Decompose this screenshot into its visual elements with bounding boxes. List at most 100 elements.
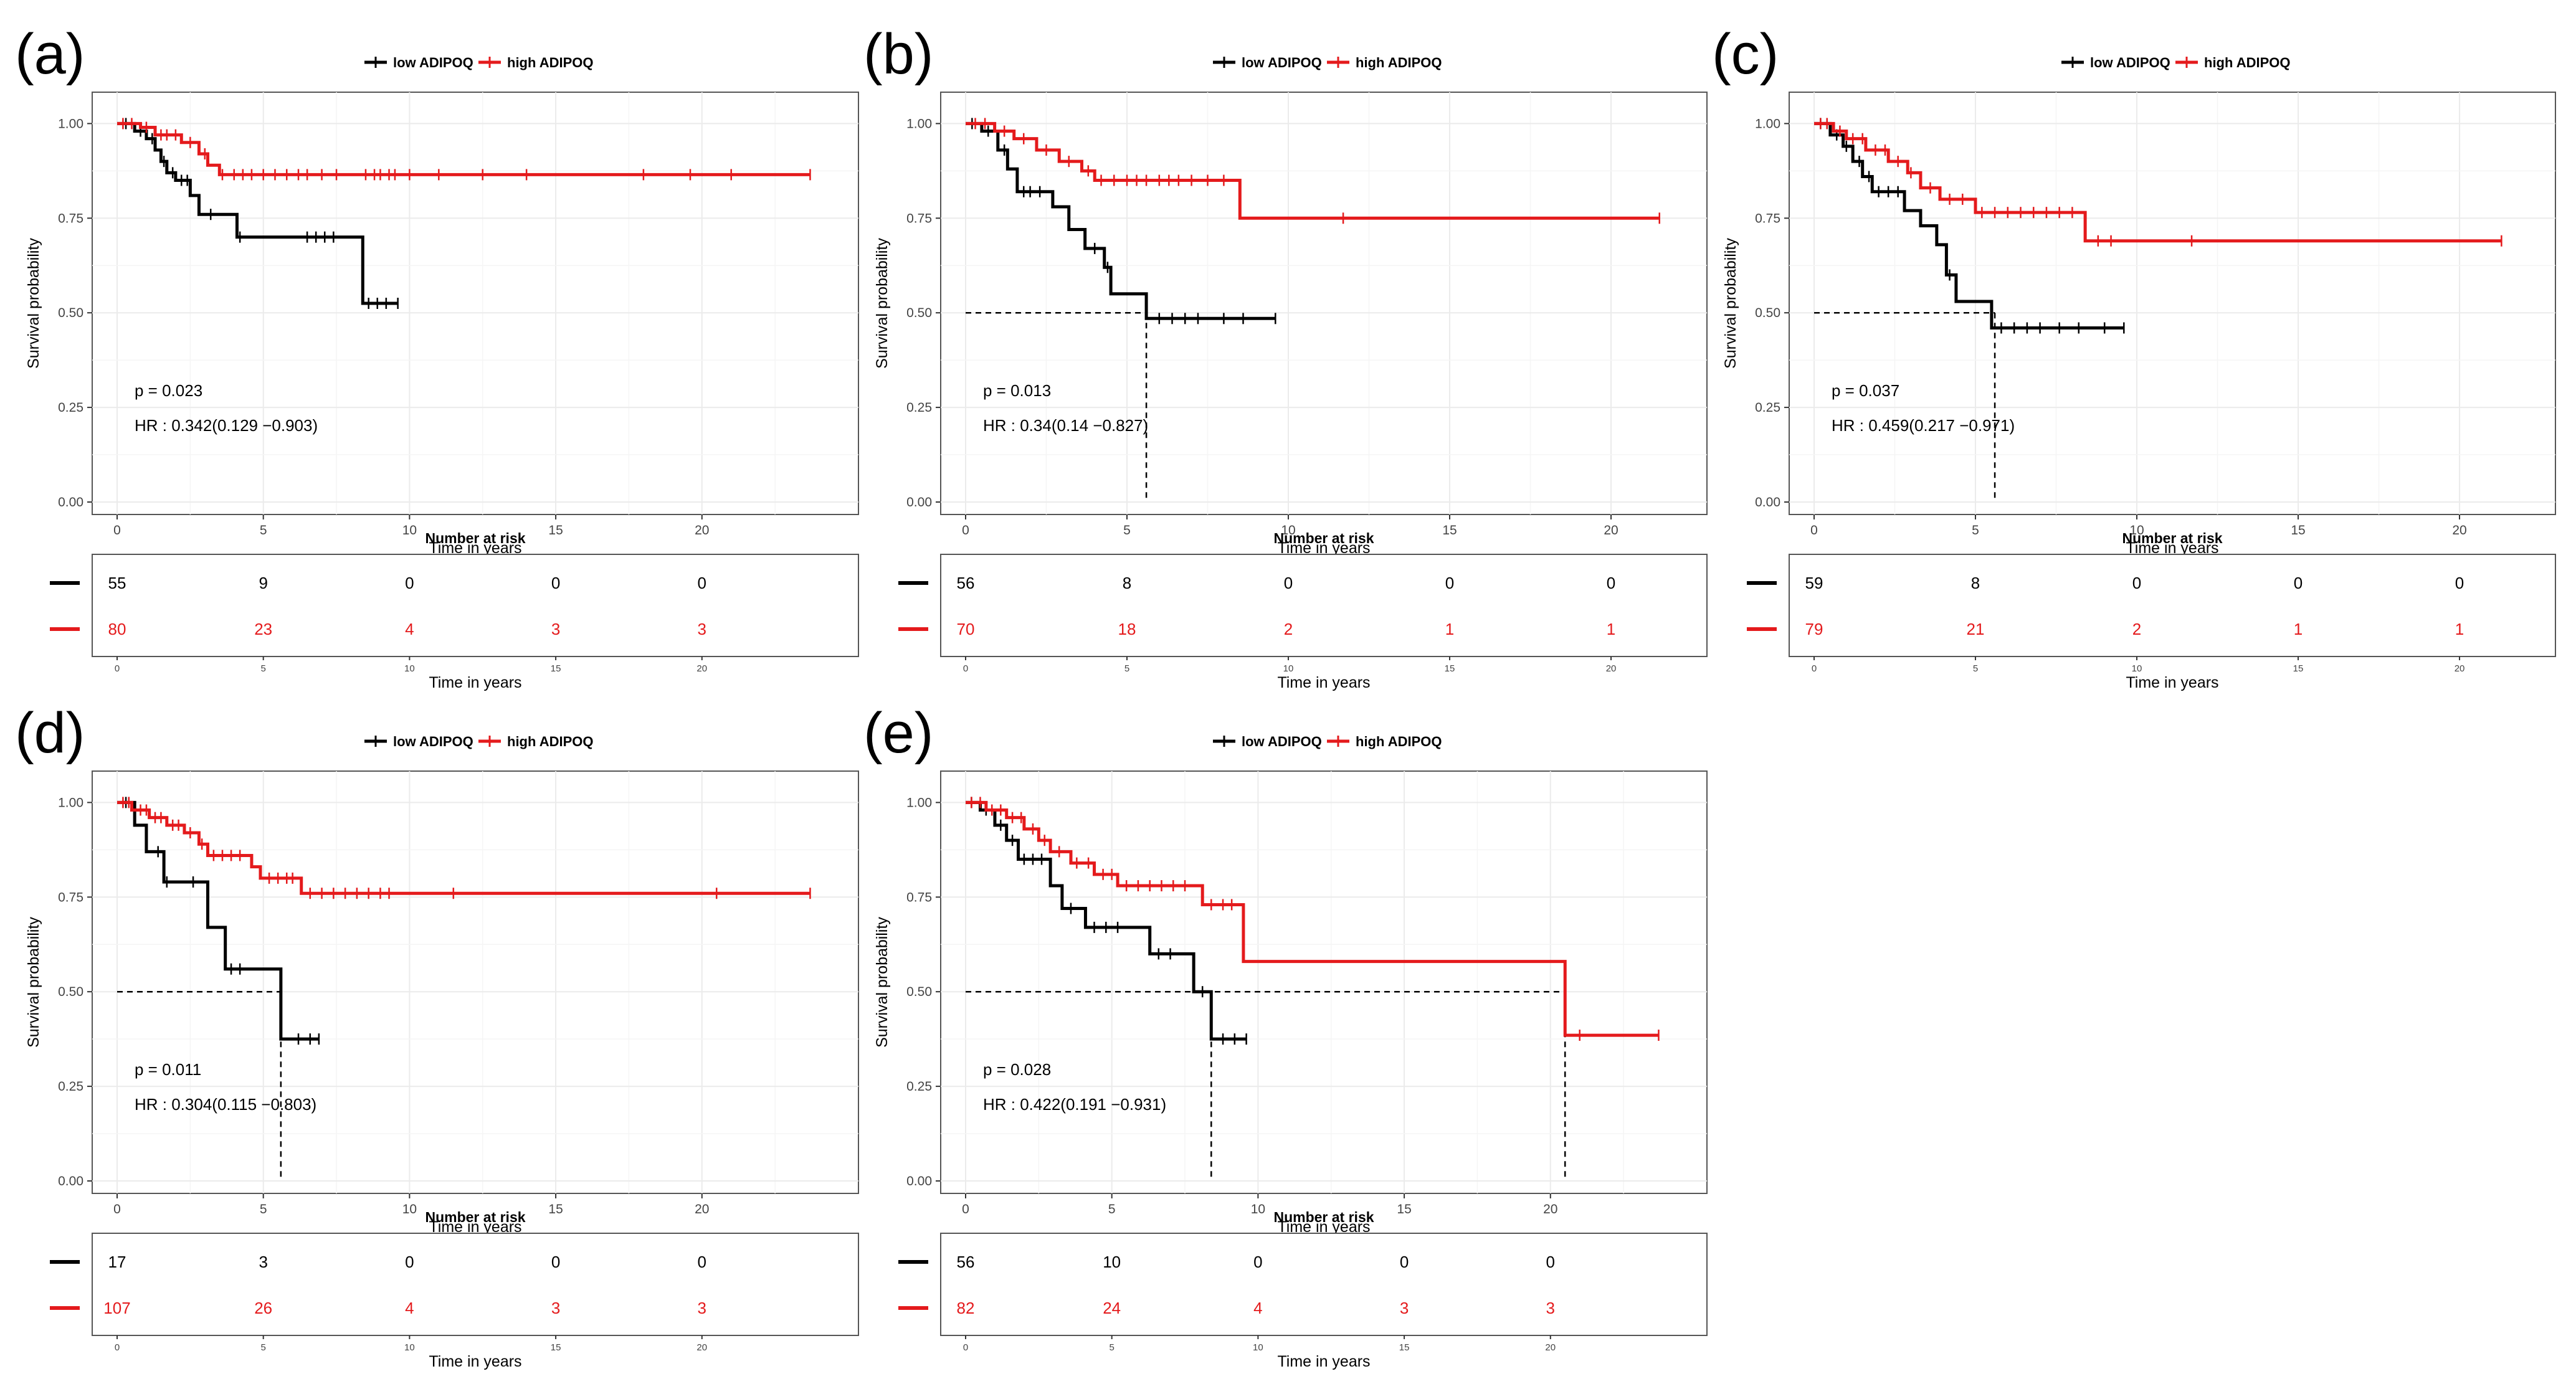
legend-label-low: low ADIPOQ [1242,734,1322,749]
risk-x-tick-label: 20 [1606,663,1617,674]
x-tick-label: 15 [548,523,563,538]
risk-x-tick-label: 20 [2455,663,2465,674]
y-tick-label: 0.75 [58,211,83,225]
p-value: p = 0.037 [1832,381,1899,400]
risk-count-low: 0 [1284,574,1293,592]
risk-count-low: 0 [1607,574,1615,592]
risk-table-title: Number at risk [425,1209,525,1225]
risk-count-low: 55 [108,574,126,592]
risk-x-tick-label: 20 [696,1342,707,1353]
y-tick-label: 1.00 [906,116,932,131]
legend-label-high: high ADIPOQ [1356,734,1442,749]
legend-label-low: low ADIPOQ [393,55,473,70]
y-tick-label: 0.25 [1755,401,1780,415]
risk-count-high: 26 [254,1299,272,1317]
risk-x-axis-title: Time in years [2126,674,2218,691]
risk-count-low: 56 [957,574,975,592]
x-tick-label: 15 [548,1202,563,1216]
risk-count-low: 59 [1805,574,1823,592]
plot-frame [92,92,859,515]
legend-label-low: low ADIPOQ [393,734,473,749]
risk-table-frame [940,554,1708,657]
risk-x-tick-label: 0 [115,1342,120,1353]
panel-c: (c) low ADIPOQ high ADIPOQ 0.00 0.25 0.50 0.75… [1712,22,2556,691]
risk-count-low: 0 [405,574,414,592]
risk-count-low: 0 [2294,574,2303,592]
hazard-ratio: HR : 0.422(0.191 −0.931) [983,1095,1166,1114]
risk-count-high: 4 [405,1299,414,1317]
risk-count-high: 2 [1284,620,1293,638]
risk-x-tick-label: 15 [1445,663,1455,674]
risk-count-high: 4 [405,620,414,638]
risk-count-high: 1 [2455,620,2464,638]
hazard-ratio: HR : 0.304(0.115 −0.803) [135,1095,316,1114]
gridlines [92,771,858,1193]
hazard-ratio: HR : 0.342(0.129 −0.903) [135,416,318,435]
y-tick-label: 0.75 [906,211,932,225]
risk-table-title: Number at risk [2122,530,2222,546]
plot-frame [1789,92,2556,515]
y-tick-label: 0.50 [58,306,83,320]
y-axis-title: Survival probability [873,238,891,369]
y-tick-label: 0.50 [906,306,932,320]
legend-label-low: low ADIPOQ [1242,55,1322,70]
risk-count-high: 3 [1400,1299,1409,1317]
km-curve-low [117,121,398,305]
y-tick-label: 0.50 [58,985,83,999]
risk-x-tick-label: 5 [1973,663,1978,674]
legend-label-high: high ADIPOQ [1356,55,1442,70]
risk-x-tick-label: 5 [261,1342,266,1353]
x-tick-label: 15 [1397,1202,1411,1216]
legend-label-low: low ADIPOQ [2090,55,2170,70]
gridlines [941,92,1707,514]
risk-table-title: Number at risk [1273,1209,1374,1225]
risk-x-axis-title: Time in years [429,1353,521,1370]
x-tick-label: 10 [2129,523,2144,538]
km-curve-low [966,800,1247,1041]
risk-count-high: 2 [2132,620,2141,638]
risk-x-tick-label: 0 [115,663,120,674]
p-value: p = 0.023 [135,381,202,400]
x-tick-label: 20 [1604,523,1618,538]
x-tick-label: 5 [1108,1202,1116,1216]
risk-x-tick-label: 10 [2132,663,2142,674]
risk-count-low: 0 [1546,1253,1555,1271]
km-curve-high [117,800,810,895]
risk-x-tick-label: 20 [696,663,707,674]
risk-x-axis-title: Time in years [1277,674,1370,691]
risk-count-low: 9 [259,574,267,592]
km-curve-low [117,800,319,1041]
legend: low ADIPOQ high ADIPOQ [364,55,594,70]
risk-table-frame [940,1233,1708,1336]
risk-count-low: 8 [1123,574,1131,592]
p-value: p = 0.013 [983,381,1051,400]
panel-label: (e) [863,701,933,765]
y-tick-label: 0.75 [1755,211,1780,225]
panel-label: (a) [15,22,85,86]
risk-x-tick-label: 20 [1545,1342,1556,1353]
legend: low ADIPOQ high ADIPOQ [1213,55,1442,70]
km-curve-low [966,121,1276,320]
x-tick-label: 0 [1810,523,1818,538]
plot-frame [940,770,1708,1194]
risk-x-axis-title: Time in years [1277,1353,1370,1370]
risk-count-high: 3 [551,620,560,638]
panel-label: (b) [863,22,933,86]
risk-x-tick-label: 0 [963,1342,968,1353]
legend: low ADIPOQ high ADIPOQ [2061,55,2291,70]
risk-count-high: 107 [103,1299,130,1317]
risk-count-high: 3 [698,620,706,638]
x-tick-label: 10 [402,1202,417,1216]
x-tick-label: 0 [113,1202,121,1216]
y-tick-label: 0.00 [906,1174,932,1188]
risk-count-high: 79 [1805,620,1823,638]
km-curve-low [1814,121,2124,329]
y-tick-label: 0.75 [58,890,83,904]
risk-count-low: 0 [551,574,560,592]
risk-x-tick-label: 0 [1812,663,1817,674]
risk-x-tick-label: 0 [963,663,968,674]
risk-count-low: 10 [1103,1253,1121,1271]
y-axis-title: Survival probability [873,917,891,1048]
risk-count-high: 80 [108,620,126,638]
y-axis-title: Survival probability [25,917,42,1048]
